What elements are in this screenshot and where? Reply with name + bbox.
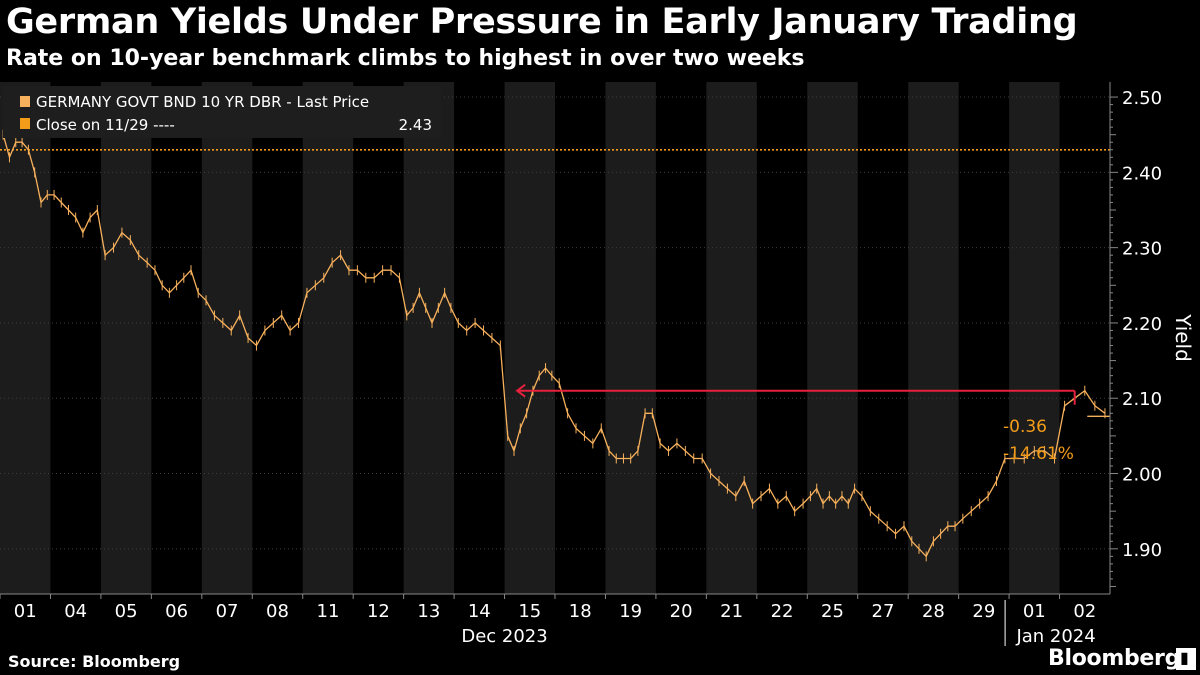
y-tick-label: 2.20 [1122, 314, 1162, 335]
bloomberg-terminal-icon: ▮ [1176, 648, 1196, 670]
price-series [2, 129, 1106, 562]
x-tick-label: 08 [266, 601, 289, 622]
day-band [908, 82, 959, 594]
price-line [2, 134, 1106, 558]
x-tick-label: 12 [367, 601, 390, 622]
annotation-change: -0.36 [1003, 417, 1047, 437]
y-tick-label: 2.10 [1122, 389, 1162, 410]
annotation-change-pct: -14.61% [1003, 444, 1074, 464]
x-tick-label: 25 [821, 601, 844, 622]
x-tick-label: 13 [417, 601, 440, 622]
x-tick-label: 11 [317, 601, 340, 622]
x-group-label: Jan 2024 [1015, 626, 1095, 646]
y-tick-label: 1.90 [1122, 540, 1162, 561]
legend-reference-value: 2.43 [399, 116, 432, 134]
red-arrow-annotation [515, 383, 1076, 405]
x-tick-label: 04 [64, 601, 87, 622]
x-tick-label: 07 [216, 601, 239, 622]
legend-box [3, 86, 441, 138]
y-tick-label: 2.00 [1122, 465, 1162, 486]
y-tick-label: 2.30 [1122, 239, 1162, 260]
y-axis-label: Yield [1171, 313, 1195, 362]
legend-reference-label: Close on 11/29 ---- [36, 116, 175, 134]
legend-swatch-reference [20, 118, 30, 129]
x-tick-label: 18 [569, 601, 592, 622]
yield-chart: -0.36 -14.61% 1.90 2.00 2.10 2.20 2.30 2.40 2.… [0, 82, 1195, 646]
legend-series-label: GERMANY GOVT BND 10 YR DBR - Last Price [36, 93, 369, 111]
chart-title: German Yields Under Pressure in Early Ja… [6, 2, 1078, 42]
x-axis: 01 04 05 06 07 08 11 12 13 14 15 18 19 20 21 22 25 27 28 29… [0, 593, 1110, 646]
day-band [706, 82, 757, 594]
x-tick-label: 27 [872, 601, 895, 622]
x-tick-label: 19 [619, 601, 642, 622]
day-band [605, 82, 656, 594]
x-tick-label: 05 [115, 601, 138, 622]
x-tick-label: 15 [518, 601, 541, 622]
y-tick-label: 2.40 [1122, 163, 1162, 184]
legend-swatch-series [20, 96, 30, 107]
day-band [302, 82, 354, 594]
x-tick-label: 28 [922, 601, 945, 622]
x-tick-label: 29 [972, 601, 995, 622]
chart-subtitle: Rate on 10-year benchmark climbs to high… [6, 46, 805, 71]
x-tick-label: 01 [1023, 601, 1046, 622]
x-tick-label: 20 [670, 601, 693, 622]
x-tick-label: 06 [165, 601, 188, 622]
x-group-label: Dec 2023 [461, 626, 547, 646]
day-band [807, 82, 858, 594]
day-band [1009, 82, 1060, 594]
day-bands [0, 82, 1060, 594]
day-band [504, 82, 555, 594]
x-tick-label: 21 [720, 601, 743, 622]
day-band [201, 82, 253, 594]
x-tick-label: 14 [468, 601, 491, 622]
x-tick-label: 01 [14, 601, 37, 622]
bloomberg-logo: Bloomberg [1048, 646, 1181, 671]
x-tick-label: 02 [1073, 601, 1096, 622]
y-tick-label: 2.50 [1122, 88, 1162, 109]
legend: GERMANY GOVT BND 10 YR DBR - Last Price … [3, 86, 441, 138]
day-band [0, 82, 51, 594]
day-band [100, 82, 152, 594]
x-tick-label: 22 [771, 601, 794, 622]
y-axis: 1.90 2.00 2.10 2.20 2.30 2.40 2.50 [1109, 82, 1162, 594]
source-note: Source: Bloomberg [8, 652, 181, 671]
day-band [403, 82, 455, 594]
